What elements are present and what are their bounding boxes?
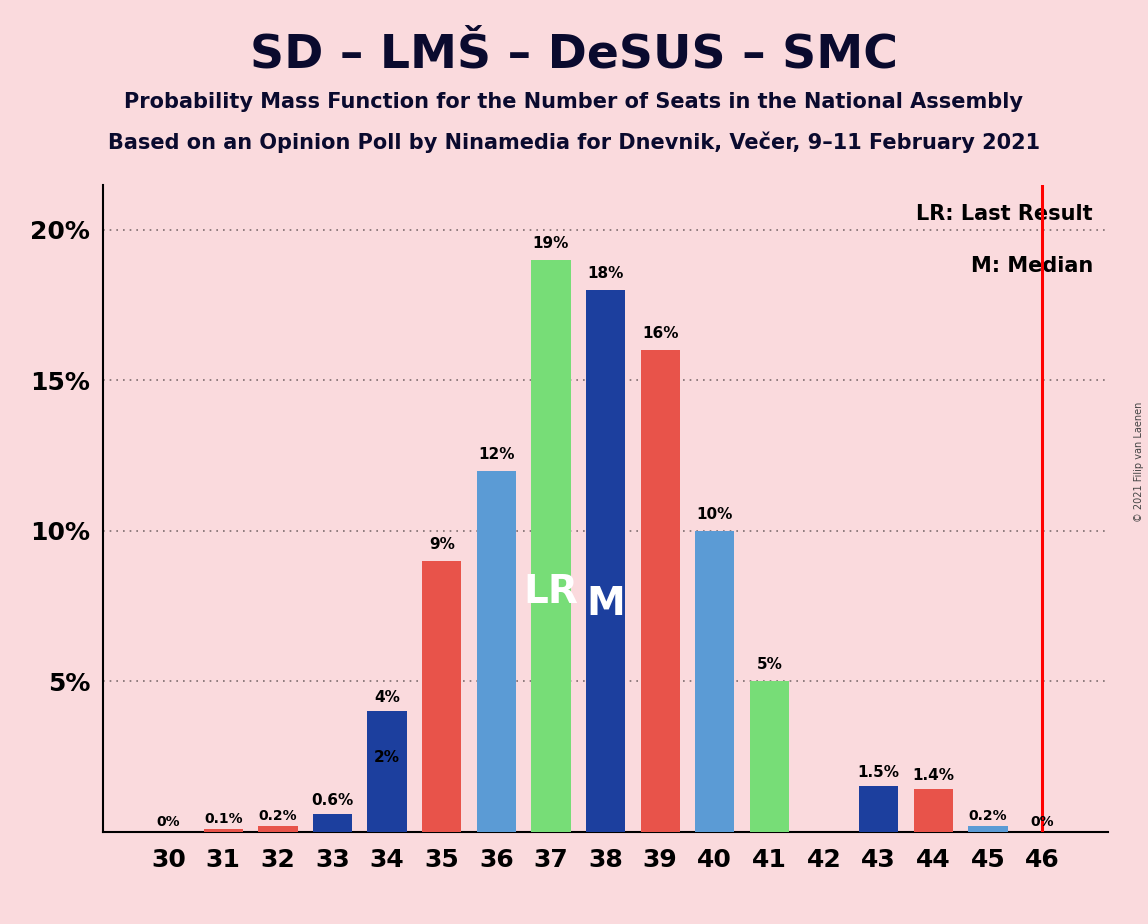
Text: M: M — [587, 585, 625, 623]
Text: 0.6%: 0.6% — [311, 793, 354, 808]
Bar — [422, 561, 461, 832]
Text: 16%: 16% — [642, 326, 678, 341]
Text: 2%: 2% — [374, 750, 401, 765]
Text: 0.2%: 0.2% — [969, 808, 1007, 822]
Text: 18%: 18% — [588, 266, 623, 281]
Bar — [914, 789, 953, 832]
Bar — [696, 530, 735, 832]
Bar — [750, 681, 789, 832]
Text: 9%: 9% — [429, 537, 455, 552]
Text: 0%: 0% — [157, 815, 180, 829]
Text: © 2021 Filip van Laenen: © 2021 Filip van Laenen — [1134, 402, 1143, 522]
Text: 0%: 0% — [1031, 815, 1054, 829]
Text: 19%: 19% — [533, 236, 569, 251]
Bar — [312, 813, 352, 832]
Bar — [968, 825, 1008, 832]
Bar — [585, 290, 626, 832]
Bar — [641, 350, 680, 832]
Text: 0.1%: 0.1% — [204, 811, 242, 825]
Text: LR: LR — [523, 573, 579, 611]
Bar — [476, 470, 515, 832]
Text: SD – LMŠ – DeSUS – SMC: SD – LMŠ – DeSUS – SMC — [250, 32, 898, 78]
Bar — [367, 772, 406, 832]
Bar — [258, 825, 297, 832]
Bar — [532, 260, 571, 832]
Bar — [859, 786, 899, 832]
Text: 1.5%: 1.5% — [858, 765, 900, 781]
Text: LR: Last Result: LR: Last Result — [916, 204, 1093, 225]
Bar — [203, 829, 243, 832]
Text: Probability Mass Function for the Number of Seats in the National Assembly: Probability Mass Function for the Number… — [124, 92, 1024, 113]
Text: M: Median: M: Median — [970, 256, 1093, 276]
Text: 4%: 4% — [374, 690, 400, 705]
Text: 0.2%: 0.2% — [258, 808, 297, 822]
Text: 1.4%: 1.4% — [913, 769, 954, 784]
Text: 12%: 12% — [478, 446, 514, 462]
Text: 5%: 5% — [757, 657, 782, 672]
Bar — [367, 711, 406, 832]
Bar — [312, 813, 352, 832]
Text: 10%: 10% — [697, 506, 732, 522]
Text: Based on an Opinion Poll by Ninamedia for Dnevnik, Večer, 9–11 February 2021: Based on an Opinion Poll by Ninamedia fo… — [108, 131, 1040, 152]
